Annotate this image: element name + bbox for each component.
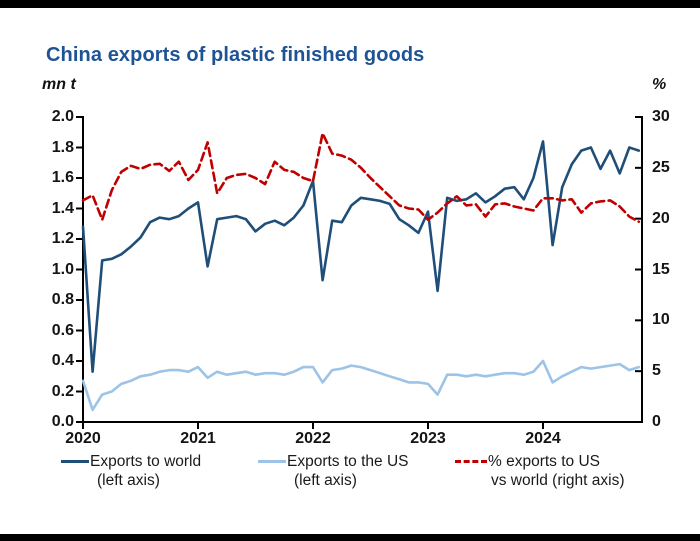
- series-line-pct-exports-us: [81, 132, 641, 223]
- right-axis-tick-10: 10: [652, 311, 670, 329]
- series-line-exports-to-world: [81, 140, 641, 374]
- left-axis-tick-1.8: 1.8: [51, 138, 74, 156]
- legend-item-pct-exports: % exports to US vs world (right axis): [455, 452, 625, 490]
- right-axis-tick-30: 30: [652, 108, 670, 125]
- legend-label-line2: vs world (right axis): [491, 472, 625, 489]
- bottom-black-bar: [0, 534, 700, 541]
- legend-label-line1: Exports to world: [90, 453, 202, 470]
- left-axis-tick-1.2: 1.2: [51, 230, 74, 247]
- left-axis-tick-1.6: 1.6: [51, 169, 74, 186]
- legend: Exports to world (left axis) Exports to …: [0, 452, 700, 496]
- us-line-swatch: [258, 460, 286, 463]
- right-axis-tick-0: 0: [652, 413, 661, 430]
- pct-dashed-line-swatch: [455, 460, 487, 463]
- legend-item-exports-to-us: Exports to the US (left axis): [258, 452, 408, 490]
- x-axis-tick-2024: 2024: [525, 430, 561, 447]
- right-axis-tick-25: 25: [652, 158, 670, 176]
- chart-title: China exports of plastic finished goods: [46, 44, 425, 66]
- legend-label-line1: Exports to the US: [287, 453, 409, 470]
- left-axis-tick-0.6: 0.6: [51, 321, 74, 339]
- legend-label: Exports to world (left axis): [90, 452, 201, 490]
- legend-item-exports-to-world: Exports to world (left axis): [61, 452, 201, 490]
- left-axis-unit-label: mn t: [42, 76, 76, 93]
- x-axis-tick-2022: 2022: [295, 430, 331, 447]
- left-axis-tick-0.4: 0.4: [51, 352, 74, 369]
- right-axis-tick-20: 20: [652, 209, 670, 227]
- legend-label-line1: % exports to US: [488, 453, 600, 470]
- x-axis-tick-2021: 2021: [180, 430, 216, 447]
- left-axis-tick-1.0: 1.0: [51, 260, 74, 278]
- right-axis-tick-5: 5: [652, 362, 661, 380]
- legend-label: Exports to the US (left axis): [287, 452, 408, 490]
- x-axis-tick-2020: 2020: [65, 430, 101, 447]
- left-axis-tick-0.8: 0.8: [51, 291, 74, 308]
- legend-label-line2: (left axis): [97, 472, 160, 489]
- world-line-swatch: [61, 460, 89, 463]
- left-axis-tick-2.0: 2.0: [51, 108, 74, 125]
- legend-label-line2: (left axis): [294, 472, 357, 489]
- left-axis-tick-1.4: 1.4: [51, 199, 74, 217]
- right-axis-tick-15: 15: [652, 260, 670, 278]
- right-axis-unit-label: %: [652, 76, 667, 93]
- x-axis-tick-2023: 2023: [410, 430, 446, 447]
- series-line-exports-to-us: [81, 359, 641, 412]
- legend-label: % exports to US vs world (right axis): [488, 452, 625, 490]
- left-axis-tick-0.0: 0.0: [51, 413, 74, 430]
- left-axis-tick-0.2: 0.2: [51, 382, 74, 400]
- top-black-bar: [0, 0, 700, 8]
